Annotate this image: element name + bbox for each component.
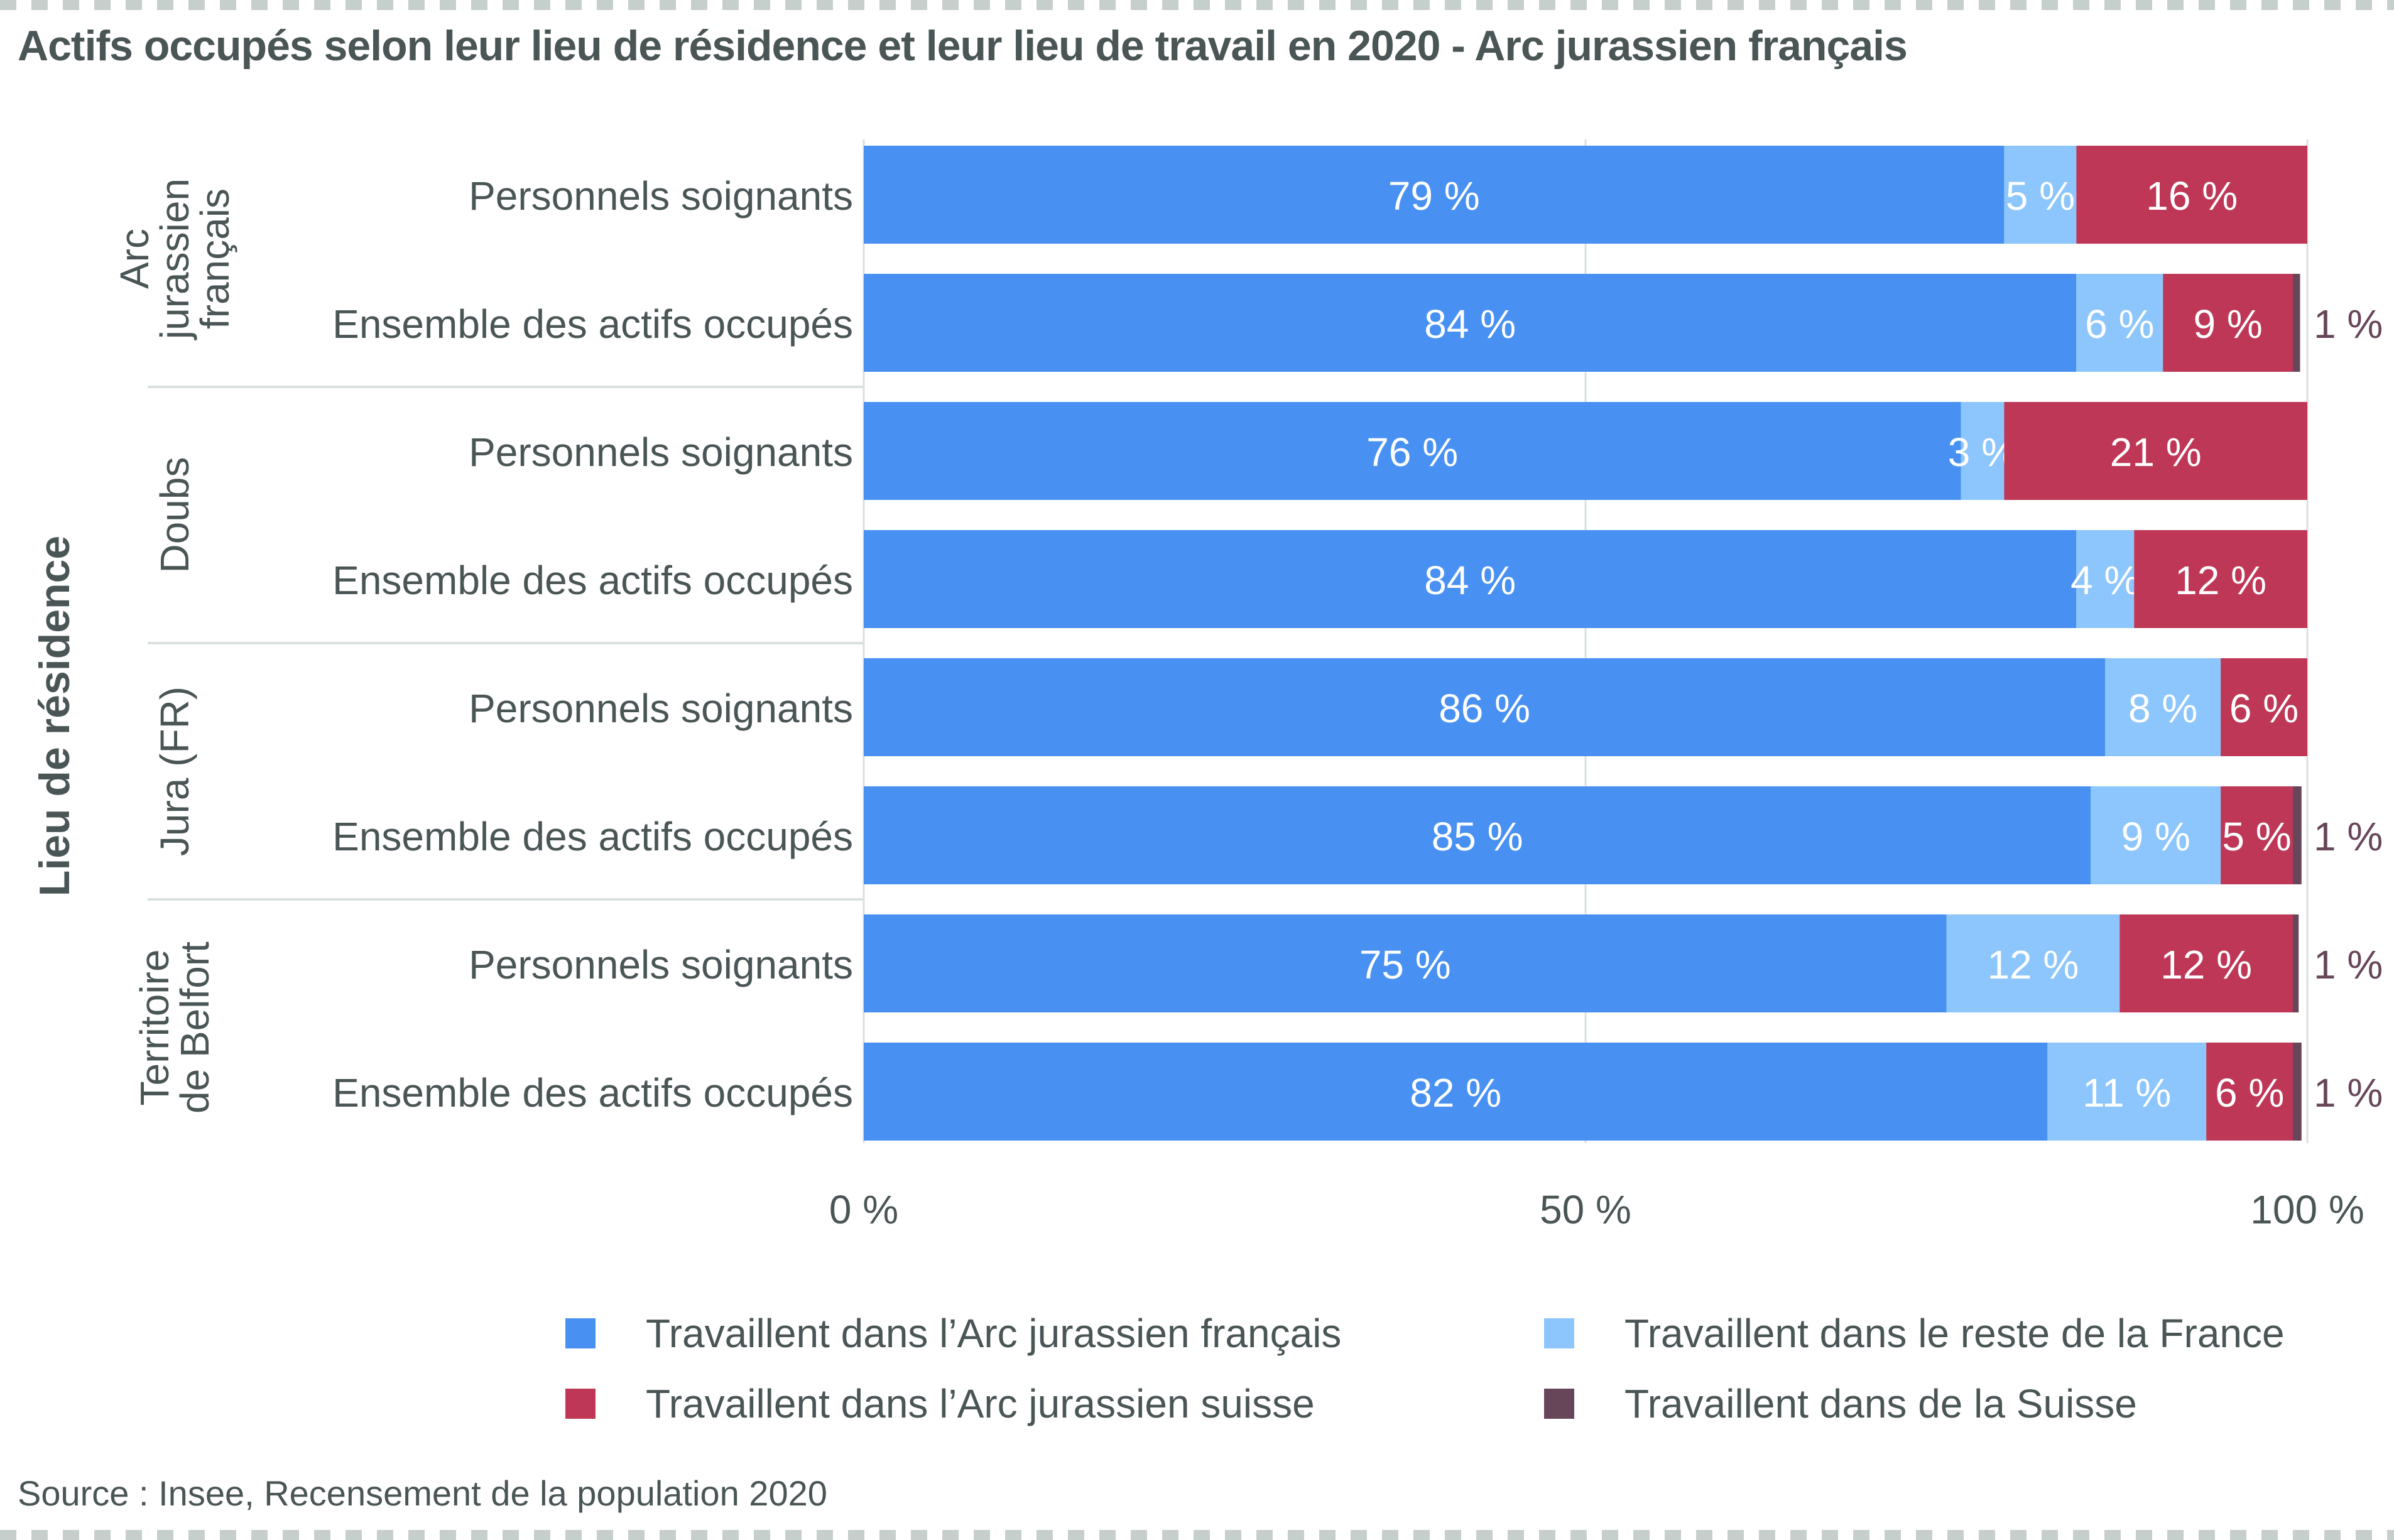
legend-item-suisse: Travaillent dans de la Suisse <box>1544 1380 2137 1427</box>
chart-title: Actifs occupés selon leur lieu de réside… <box>18 22 1908 70</box>
bar-segment <box>1961 402 2005 500</box>
group-label: Arc <box>112 229 157 289</box>
legend-swatch <box>1544 1318 1574 1348</box>
bar-segment <box>864 274 2077 372</box>
bar-segment <box>2206 1043 2293 1141</box>
data-label: 82 % <box>1410 1070 1501 1115</box>
data-label: 21 % <box>2110 430 2202 475</box>
bar-segment <box>2091 786 2221 884</box>
bar-segment <box>2004 402 2307 500</box>
category-label: Ensemble des actifs occupés <box>332 814 853 859</box>
data-label: 8 % <box>2128 686 2197 731</box>
legend-swatch <box>1544 1389 1574 1419</box>
bar-segment <box>2221 658 2307 756</box>
y-axis-title: Lieu de résidence <box>31 536 79 896</box>
bar-segment <box>2293 1043 2302 1141</box>
bar-segment <box>2076 530 2135 628</box>
bar-segment <box>864 402 1961 500</box>
legend-swatch <box>565 1318 596 1348</box>
bottom-dashed-border <box>0 1530 2394 1540</box>
bar-segment <box>864 914 1947 1012</box>
bar-segment <box>1946 914 2120 1012</box>
data-label: 5 % <box>2006 173 2075 219</box>
data-label: 12 % <box>2175 558 2266 603</box>
data-label: 6 % <box>2215 1070 2284 1115</box>
data-label: 84 % <box>1424 301 1516 347</box>
category-label: Ensemble des actifs occupés <box>332 558 853 603</box>
bar-segment <box>2293 914 2299 1012</box>
data-label: 9 % <box>2193 301 2262 347</box>
data-label: 6 % <box>2229 686 2299 731</box>
legend-label: Travaillent dans de la Suisse <box>1624 1381 2137 1426</box>
category-label: Ensemble des actifs occupés <box>332 301 853 347</box>
data-label: 75 % <box>1359 942 1451 987</box>
bar-segment <box>2004 146 2077 244</box>
data-label: 86 % <box>1439 686 1530 731</box>
group-label: Jura (FR) <box>152 686 197 856</box>
bar-segment <box>2163 274 2293 372</box>
bar-segment <box>2047 1043 2207 1141</box>
bar-segment <box>2076 146 2307 244</box>
data-label: 1 % <box>2314 814 2383 859</box>
bar-segment <box>864 786 2091 884</box>
x-tick-label: 100 % <box>2250 1187 2364 1232</box>
legend-item-arc-francais: Travaillent dans l’Arc jurassien françai… <box>565 1310 1341 1357</box>
bar-segment <box>2076 274 2163 372</box>
data-label: 16 % <box>2146 173 2238 219</box>
group-label: jurassien <box>152 178 197 340</box>
legend-item-reste-france: Travaillent dans le reste de la France <box>1544 1310 2285 1357</box>
bar-segment <box>864 530 2077 628</box>
x-tick-label: 0 % <box>829 1187 898 1232</box>
data-label: 6 % <box>2085 301 2154 347</box>
category-label: Ensemble des actifs occupés <box>332 1070 853 1115</box>
bar-segment <box>864 658 2106 756</box>
data-label: 5 % <box>2222 814 2291 859</box>
legend-item-arc-suisse: Travaillent dans l’Arc jurassien suisse <box>565 1380 1315 1427</box>
data-label: 79 % <box>1388 173 1480 219</box>
data-label: 12 % <box>2160 942 2252 987</box>
legend-label: Travaillent dans l’Arc jurassien françai… <box>646 1311 1342 1356</box>
data-label: 1 % <box>2314 301 2383 347</box>
group-label: Territoire <box>132 950 177 1106</box>
legend-label: Travaillent dans l’Arc jurassien suisse <box>646 1381 1315 1426</box>
bar-segment <box>2293 274 2300 372</box>
data-label: 76 % <box>1366 430 1458 475</box>
data-label: 9 % <box>2121 814 2190 859</box>
x-tick-label: 50 % <box>1540 1187 1631 1232</box>
bar-segment <box>864 146 2005 244</box>
bar-segment <box>2119 914 2293 1012</box>
bar-segment <box>2105 658 2221 756</box>
top-dashed-border <box>0 0 2394 10</box>
group-label: français <box>192 188 237 329</box>
data-label: 85 % <box>1432 814 1523 859</box>
legend-label: Travaillent dans le reste de la France <box>1624 1311 2285 1356</box>
data-label: 4 % <box>2070 558 2140 603</box>
legend-swatch <box>565 1389 596 1419</box>
bar-segment <box>2134 530 2307 628</box>
group-label: de Belfort <box>172 941 217 1114</box>
data-label: 11 % <box>2082 1070 2171 1115</box>
bar-segment <box>864 1043 2048 1141</box>
category-label: Personnels soignants <box>469 430 853 475</box>
category-label: Personnels soignants <box>469 686 853 731</box>
data-label: 84 % <box>1424 558 1516 603</box>
data-label: 12 % <box>1987 942 2079 987</box>
group-label: Doubs <box>152 457 197 573</box>
data-label: 1 % <box>2314 1070 2383 1115</box>
source-note: Source : Insee, Recensement de la popula… <box>18 1473 827 1513</box>
data-label: 1 % <box>2314 942 2383 987</box>
bar-segment <box>2221 786 2293 884</box>
bar-segment <box>2293 786 2302 884</box>
category-label: Personnels soignants <box>469 942 853 987</box>
category-label: Personnels soignants <box>469 173 853 219</box>
